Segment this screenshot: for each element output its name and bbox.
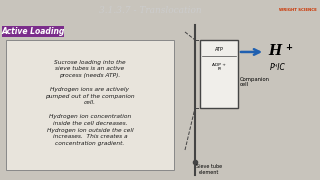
Text: ATP: ATP [215, 48, 223, 52]
Text: Active Loading: Active Loading [1, 27, 65, 36]
Text: Sucrose loading into the
sieve tubes is an active
process (needs ATP).

Hydrogen: Sucrose loading into the sieve tubes is … [45, 60, 135, 146]
Text: +: + [285, 43, 292, 52]
Bar [2, 26, 64, 37]
Text: Companion
cell: Companion cell [240, 76, 270, 87]
Text: 3.1.3.7 - Translocation: 3.1.3.7 - Translocation [99, 6, 202, 15]
Text: WRIGHT SCIENCE: WRIGHT SCIENCE [279, 8, 316, 12]
Text: PᴴIC: PᴴIC [270, 64, 286, 73]
Text: ADP +
Pi: ADP + Pi [212, 63, 226, 71]
Text: H: H [268, 44, 281, 58]
Bar [200, 40, 238, 108]
Bar [6, 40, 174, 170]
Text: Sieve tube
element: Sieve tube element [196, 164, 222, 175]
